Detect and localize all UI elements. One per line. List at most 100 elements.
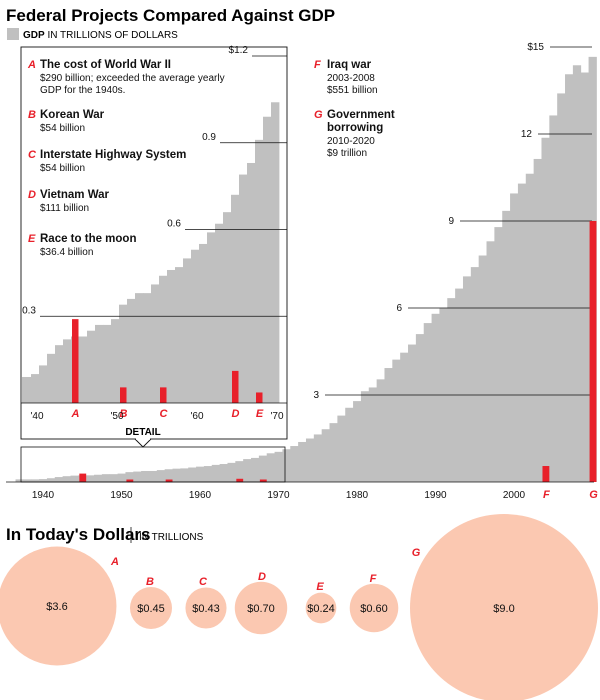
bubbles-title: In Today's Dollars bbox=[6, 525, 150, 544]
bubble-letter-G: G bbox=[412, 547, 421, 559]
gdp-bar-1981 bbox=[360, 391, 370, 482]
detail-bracket bbox=[20, 446, 286, 483]
main-xtick-1960: 1960 bbox=[189, 490, 212, 501]
gdp-bar-1972 bbox=[290, 446, 299, 482]
bubble-letter-F: F bbox=[370, 573, 377, 585]
detail-letter-C: C bbox=[160, 408, 169, 420]
gdp-bar-1958 bbox=[180, 468, 189, 482]
gdp-bar-1975 bbox=[313, 434, 323, 482]
main-project-bar-A bbox=[79, 473, 87, 482]
ann-text-E-0: $36.4 billion bbox=[40, 247, 93, 258]
gdp-bar-1954 bbox=[148, 470, 158, 482]
bubbles-subtitle: IN TRILLIONS bbox=[139, 532, 204, 543]
ann-text-B-0: $54 billion bbox=[40, 123, 85, 134]
ann-text-F-0: 2003-2008 bbox=[327, 73, 375, 84]
detail-gdp-bar-1949 bbox=[103, 324, 112, 403]
detail-gdp-bar-1961 bbox=[199, 243, 208, 403]
ann-text-C-0: $54 billion bbox=[40, 163, 85, 174]
detail-gdp-bar-1946 bbox=[79, 336, 88, 403]
gdp-bar-1937 bbox=[15, 479, 24, 482]
detail-gdp-bar-1938 bbox=[22, 376, 24, 403]
gdp-bar-1984 bbox=[384, 368, 393, 482]
gdp-bar-1999 bbox=[502, 210, 511, 482]
gdp-bar-1985 bbox=[392, 359, 401, 482]
gdp-bar-1963 bbox=[219, 464, 228, 482]
bubble-label-B: $0.45 bbox=[137, 603, 165, 615]
gdp-bar-1948 bbox=[101, 474, 111, 482]
ann-letter-C: C bbox=[28, 149, 37, 161]
gdp-bar-2001 bbox=[517, 183, 527, 482]
gdp-bar-1982 bbox=[368, 387, 378, 482]
gdp-bar-1977 bbox=[329, 423, 338, 482]
gdp-bar-2005 bbox=[549, 115, 558, 482]
ann-text-F-1: $551 billion bbox=[327, 85, 378, 96]
gdp-bar-1946 bbox=[86, 475, 95, 482]
gdp-bar-1964 bbox=[227, 462, 236, 482]
detail-letter-A: A bbox=[71, 408, 80, 420]
detail-letter-E: E bbox=[256, 408, 264, 420]
main-ytick-3: 3 bbox=[313, 390, 319, 401]
detail-gdp-bar-1954 bbox=[143, 293, 152, 403]
detail-gdp-bar-1942 bbox=[47, 353, 56, 403]
gdp-bar-1941 bbox=[46, 478, 56, 482]
detail-chart: 0.3 0.6 0.9 $1.2 A B C D E '40 '50 '60 '70 DETAIL bbox=[20, 45, 288, 448]
gdp-bar-1965 bbox=[235, 461, 244, 482]
gdp-bar-2009 bbox=[580, 72, 589, 483]
detail-gdp-bar-1957 bbox=[167, 269, 176, 403]
gdp-bar-1943 bbox=[62, 476, 71, 482]
main-xtick-2000: 2000 bbox=[503, 490, 526, 501]
detail-gdp-bar-1959 bbox=[183, 258, 192, 403]
ann-text-A-0: $290 billion; exceeded the average yearl… bbox=[40, 73, 225, 84]
gdp-bar-1998 bbox=[494, 227, 503, 482]
detail-gdp-bar-1956 bbox=[159, 275, 168, 403]
detail-xtick-1: '50 bbox=[110, 411, 123, 422]
ann-letter-F: F bbox=[314, 59, 321, 71]
ann-title-F: Iraq war bbox=[327, 59, 372, 71]
main-project-bar-C bbox=[165, 479, 173, 482]
main-project-bar-E bbox=[259, 479, 267, 482]
gdp-bar-1968 bbox=[258, 455, 268, 482]
main-ytick-9: 9 bbox=[448, 216, 454, 227]
bubble-letter-D: D bbox=[258, 571, 266, 583]
gdp-bar-1952 bbox=[133, 471, 142, 482]
bubble-label-F: $0.60 bbox=[360, 603, 388, 615]
detail-project-bar-E bbox=[256, 392, 263, 403]
gdp-bar-1988 bbox=[415, 334, 425, 482]
detail-project-bar-D bbox=[232, 370, 239, 403]
gdp-bar-1970 bbox=[274, 451, 283, 482]
ann-letter-B: B bbox=[28, 109, 36, 121]
main-xtick-1980: 1980 bbox=[346, 490, 369, 501]
bubble-letter-A: A bbox=[110, 556, 119, 568]
gdp-bar-1947 bbox=[94, 474, 103, 482]
ann-title-G-2: borrowing bbox=[327, 122, 383, 134]
legend-gdp: GDP bbox=[23, 30, 45, 41]
gdp-bar-1992 bbox=[447, 298, 456, 482]
detail-gdp-bar-1963 bbox=[215, 223, 224, 403]
gdp-bar-2003 bbox=[533, 158, 542, 482]
legend-rest: IN TRILLIONS OF DOLLARS bbox=[45, 30, 179, 41]
main-project-bar-G bbox=[589, 221, 597, 482]
gdp-bar-1942 bbox=[54, 477, 64, 482]
detail-gdp-bar-1950 bbox=[111, 319, 120, 403]
ann-text-D-0: $111 billion bbox=[40, 203, 89, 214]
legend-swatch bbox=[7, 28, 19, 40]
gdp-bar-2000 bbox=[510, 193, 519, 482]
detail-gdp-bar-1947 bbox=[87, 330, 96, 403]
bubble-G bbox=[410, 514, 598, 700]
gdp-bar-1953 bbox=[141, 470, 150, 482]
bubble-letter-B: B bbox=[146, 576, 154, 588]
detail-gdp-bar-1969 bbox=[263, 116, 272, 403]
gdp-bar-1959 bbox=[188, 467, 197, 482]
detail-letter-D: D bbox=[232, 408, 240, 420]
detail-ytick-0.9: 0.9 bbox=[202, 132, 216, 143]
gdp-bar-1997 bbox=[486, 241, 495, 482]
gdp-bar-1996 bbox=[478, 255, 487, 482]
detail-ytick-0.6: 0.6 bbox=[167, 219, 181, 230]
gdp-bar-1974 bbox=[305, 438, 315, 482]
detail-gdp-bar-1965 bbox=[231, 194, 240, 403]
bubble-label-G: $9.0 bbox=[493, 603, 514, 615]
gdp-bar-1960 bbox=[196, 466, 205, 482]
ann-letter-A: A bbox=[27, 59, 36, 71]
detail-pointer bbox=[134, 438, 152, 448]
